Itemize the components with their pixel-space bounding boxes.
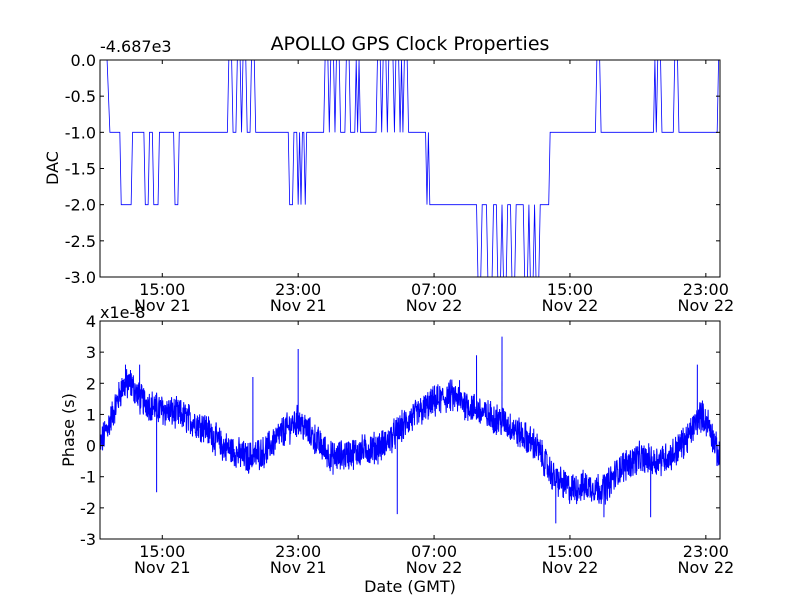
dac-y-tick-label: -1.0	[65, 123, 96, 142]
dac-series-line	[100, 60, 720, 277]
phase-y-tick-label: -3	[80, 530, 96, 549]
phase-y-tick-label: 4	[86, 312, 96, 331]
dac-y-tick-label: -1.5	[65, 160, 96, 179]
x-axis-label: Date (GMT)	[364, 577, 456, 596]
phase-x-tick-label: 07:00	[411, 542, 457, 561]
phase-y-tick-label: 2	[86, 374, 96, 393]
dac-x-tick-label: 15:00	[139, 280, 185, 299]
phase-x-tick-label: 15:00	[547, 542, 593, 561]
phase-x-tick-label: 15:00	[139, 542, 185, 561]
dac-x-tick-label: 23:00	[275, 280, 321, 299]
dac-x-tick-date-label: Nov 22	[542, 296, 599, 315]
dac-x-tick-date-label: Nov 21	[270, 296, 327, 315]
phase-scale-label: x1e-8	[100, 303, 145, 322]
phase-y-tick-label: -2	[80, 499, 96, 518]
dac-x-tick-label: 23:00	[683, 280, 729, 299]
dac-y-tick-label: -2.0	[65, 196, 96, 215]
dac-y-tick-label: -3.0	[65, 268, 96, 287]
dac-x-tick-label: 15:00	[547, 280, 593, 299]
phase-y-tick-label: -1	[80, 468, 96, 487]
dac-x-tick-date-label: Nov 22	[678, 296, 735, 315]
phase-x-tick-date-label: Nov 22	[678, 558, 735, 577]
phase-y-tick-label: 1	[86, 405, 96, 424]
dac-x-tick-date-label: Nov 22	[406, 296, 463, 315]
dac-y-tick-label: -0.5	[65, 87, 96, 106]
dac-y-axis-label: DAC	[43, 151, 62, 185]
dac-y-tick-label: -2.5	[65, 232, 96, 251]
phase-x-tick-date-label: Nov 22	[542, 558, 599, 577]
dac-x-tick-label: 07:00	[411, 280, 457, 299]
phase-x-tick-date-label: Nov 21	[134, 558, 191, 577]
chart-title: APOLLO GPS Clock Properties	[271, 33, 550, 55]
phase-y-tick-label: 3	[86, 343, 96, 362]
phase-x-tick-date-label: Nov 21	[270, 558, 327, 577]
phase-y-axis-label: Phase (s)	[59, 393, 78, 467]
dac-x-tick-date-label: Nov 21	[134, 296, 191, 315]
phase-y-tick-label: 0	[86, 437, 96, 456]
phase-series-line	[100, 336, 720, 524]
phase-x-tick-label: 23:00	[275, 542, 321, 561]
dac-y-tick-label: 0.0	[71, 51, 96, 70]
phase-x-tick-label: 23:00	[683, 542, 729, 561]
dac-axes-frame	[99, 59, 721, 278]
dac-offset-label: -4.687e3	[100, 37, 172, 56]
phase-x-tick-date-label: Nov 22	[406, 558, 463, 577]
phase-axes-frame	[99, 320, 721, 540]
